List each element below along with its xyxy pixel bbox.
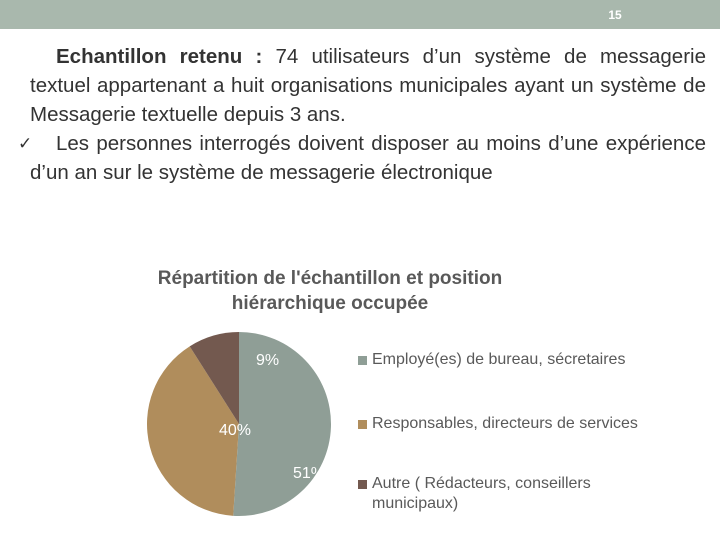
pie-slice bbox=[146, 346, 239, 516]
pie-slice bbox=[189, 332, 239, 424]
legend-swatch bbox=[358, 420, 367, 429]
slide-number: 15 bbox=[608, 8, 622, 22]
legend-label: Employé(es) de bureau, sécretaires bbox=[372, 351, 626, 368]
pie-data-label: 40% bbox=[219, 422, 251, 439]
pie-slice bbox=[233, 332, 331, 516]
slide-body: Echantillon retenu : 74 utilisateurs d’u… bbox=[18, 42, 706, 187]
pie-slices bbox=[146, 332, 331, 516]
paragraph-sample: Echantillon retenu : 74 utilisateurs d’u… bbox=[30, 42, 706, 129]
pie-data-labels: 51% 40% 9% bbox=[219, 352, 325, 482]
legend-label: Autre ( Rédacteurs, conseillers municipa… bbox=[372, 475, 591, 512]
check-icon: ✓ bbox=[18, 134, 33, 153]
legend-label: Responsables, directeurs de services bbox=[372, 415, 638, 432]
legend-swatch bbox=[358, 480, 367, 489]
paragraph-sample-text: 74 utilisateurs d’un système de messager… bbox=[30, 45, 706, 126]
pie-data-label: 51% bbox=[293, 465, 325, 482]
chart-title: Répartition de l'échantillon et position… bbox=[157, 268, 503, 314]
paragraph-requirement-text: Les personnes interrogés doivent dispose… bbox=[30, 132, 706, 184]
pie-data-label: 9% bbox=[256, 352, 279, 369]
legend-swatch bbox=[358, 356, 367, 365]
top-bar bbox=[0, 0, 720, 29]
paragraph-lead: Echantillon retenu : bbox=[56, 45, 263, 68]
paragraph-requirement: ✓ Les personnes interrogés doivent dispos… bbox=[18, 129, 706, 187]
